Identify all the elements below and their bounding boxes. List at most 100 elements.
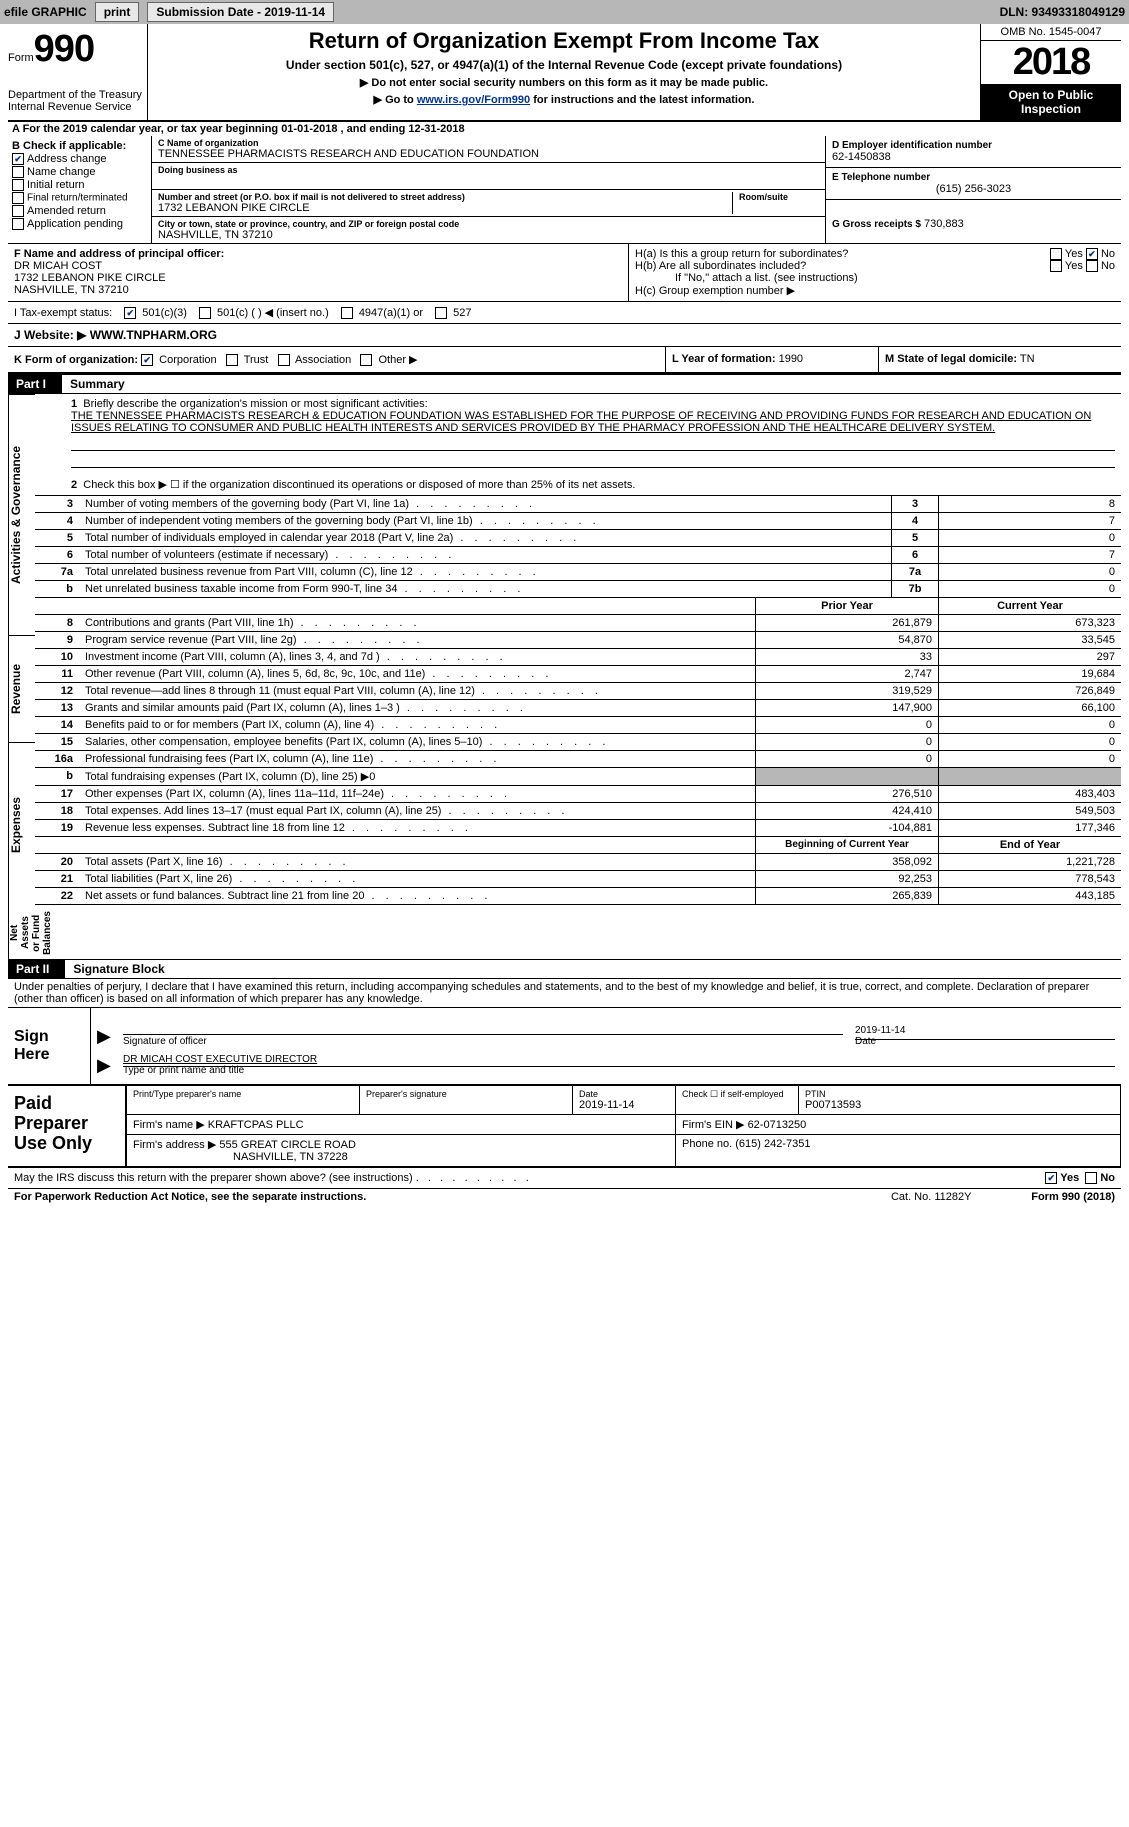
mission-text: THE TENNESSEE PHARMACISTS RESEARCH & EDU… xyxy=(71,410,1091,434)
org-name-label: C Name of organization xyxy=(158,138,819,148)
discuss-no-checkbox[interactable] xyxy=(1085,1172,1097,1184)
table-row: 4Number of independent voting members of… xyxy=(35,513,1121,530)
sign-arrow-icon: ▶ xyxy=(97,1055,111,1076)
part1-header: Part I Summary xyxy=(8,374,1121,394)
table-row: 6Total number of volunteers (estimate if… xyxy=(35,547,1121,564)
pending-checkbox[interactable] xyxy=(12,218,24,230)
sign-arrow-icon: ▶ xyxy=(97,1026,111,1047)
submission-date: Submission Date - 2019-11-14 xyxy=(147,2,334,22)
side-revenue: Revenue xyxy=(8,635,35,742)
rev-table: Prior Year Current Year 8Contributions a… xyxy=(35,598,1121,700)
begin-year-head: Beginning of Current Year xyxy=(756,837,939,854)
city-label: City or town, state or province, country… xyxy=(158,219,819,229)
website-value: WWW.TNPHARM.ORG xyxy=(90,328,217,342)
table-row: 21Total liabilities (Part X, line 26)92,… xyxy=(35,871,1121,888)
4947-checkbox[interactable] xyxy=(341,307,353,319)
nab-table: Beginning of Current Year End of Year 20… xyxy=(35,837,1121,905)
table-row: 5Total number of individuals employed in… xyxy=(35,530,1121,547)
table-row: bTotal fundraising expenses (Part IX, co… xyxy=(35,768,1121,786)
sig-date-field: 2019-11-14 Date xyxy=(855,1039,1115,1047)
end-year-head: End of Year xyxy=(939,837,1122,854)
ha-no-checkbox[interactable] xyxy=(1086,248,1098,260)
dln-label: DLN: 93493318049129 xyxy=(1000,5,1125,19)
527-checkbox[interactable] xyxy=(435,307,447,319)
j-label: J Website: ▶ xyxy=(14,328,86,342)
table-row: 19Revenue less expenses. Subtract line 1… xyxy=(35,820,1121,837)
prior-year-head: Prior Year xyxy=(756,598,939,615)
org-name: TENNESSEE PHARMACISTS RESEARCH AND EDUCA… xyxy=(158,148,819,160)
fh-row: F Name and address of principal officer:… xyxy=(8,244,1121,302)
exp-table: 13Grants and similar amounts paid (Part … xyxy=(35,700,1121,837)
tax-exempt-row: I Tax-exempt status: 501(c)(3) 501(c) ( … xyxy=(8,302,1121,324)
officer-label: F Name and address of principal officer: xyxy=(14,248,622,260)
ssn-note: ▶ Do not enter social security numbers o… xyxy=(152,76,976,89)
part1-label: Part I xyxy=(8,375,62,393)
table-row: 9Program service revenue (Part VIII, lin… xyxy=(35,632,1121,649)
hb-label: H(b) Are all subordinates included? xyxy=(635,260,1050,272)
assoc-checkbox[interactable] xyxy=(278,354,290,366)
amended-checkbox[interactable] xyxy=(12,205,24,217)
i-label: I Tax-exempt status: xyxy=(14,307,112,319)
dept-treasury: Department of the Treasury xyxy=(8,89,143,101)
part2-label: Part II xyxy=(8,960,65,978)
table-row: 14Benefits paid to or for members (Part … xyxy=(35,717,1121,734)
form-prefix: Form xyxy=(8,52,34,64)
table-row: bNet unrelated business taxable income f… xyxy=(35,581,1121,598)
form-footer: Form 990 (2018) xyxy=(1031,1191,1115,1203)
hb-note: If "No," attach a list. (see instruction… xyxy=(635,272,1115,284)
corp-checkbox[interactable] xyxy=(141,354,153,366)
part2-header: Part II Signature Block xyxy=(8,959,1121,979)
irs-link[interactable]: www.irs.gov/Form990 xyxy=(417,94,530,106)
table-row: 15Salaries, other compensation, employee… xyxy=(35,734,1121,751)
ha-yes-checkbox[interactable] xyxy=(1050,248,1062,260)
room-label: Room/suite xyxy=(739,192,819,202)
discuss-row: May the IRS discuss this return with the… xyxy=(8,1168,1121,1189)
addr-change-checkbox[interactable] xyxy=(12,153,24,165)
paid-preparer-block: Paid Preparer Use Only Print/Type prepar… xyxy=(8,1084,1121,1168)
current-year-head: Current Year xyxy=(939,598,1122,615)
gross-value: 730,883 xyxy=(924,218,964,230)
table-row: 3Number of voting members of the governi… xyxy=(35,496,1121,513)
table-row: 20Total assets (Part X, line 16)358,0921… xyxy=(35,854,1121,871)
sig-officer-field[interactable]: Signature of officer xyxy=(123,1034,843,1047)
trust-checkbox[interactable] xyxy=(226,354,238,366)
501c3-checkbox[interactable] xyxy=(124,307,136,319)
hb-yes-checkbox[interactable] xyxy=(1050,260,1062,272)
print-button[interactable]: print xyxy=(95,2,140,22)
table-row: 16aProfessional fundraising fees (Part I… xyxy=(35,751,1121,768)
initial-return-checkbox[interactable] xyxy=(12,179,24,191)
firm-phone: (615) 242-7351 xyxy=(735,1138,810,1150)
final-return-checkbox[interactable] xyxy=(12,192,24,204)
name-change-checkbox[interactable] xyxy=(12,166,24,178)
other-checkbox[interactable] xyxy=(360,354,372,366)
q1-label: Briefly describe the organization's miss… xyxy=(83,398,427,410)
entity-block: B Check if applicable: Address change Na… xyxy=(8,136,1121,244)
goto-note: ▶ Go to www.irs.gov/Form990 for instruct… xyxy=(152,93,976,106)
state-domicile: TN xyxy=(1020,353,1035,365)
discuss-yes-checkbox[interactable] xyxy=(1045,1172,1057,1184)
ptin-value: P00713593 xyxy=(805,1099,861,1111)
gov-table: 3Number of voting members of the governi… xyxy=(35,496,1121,598)
hb-no-checkbox[interactable] xyxy=(1086,260,1098,272)
q2-label: Check this box ▶ ☐ if the organization d… xyxy=(83,479,635,491)
table-row: 18Total expenses. Add lines 13–17 (must … xyxy=(35,803,1121,820)
side-activities: Activities & Governance xyxy=(8,394,35,635)
tax-year-line: A For the 2019 calendar year, or tax yea… xyxy=(8,122,1121,136)
officer-name: DR MICAH COST xyxy=(14,260,622,272)
ha-label: H(a) Is this a group return for subordin… xyxy=(635,248,1050,260)
part1-title: Summary xyxy=(62,377,125,391)
form-subtitle: Under section 501(c), 527, or 4947(a)(1)… xyxy=(152,58,976,72)
efile-top-bar: efile GRAPHIC print Submission Date - 20… xyxy=(0,0,1129,24)
street-label: Number and street (or P.O. box if mail i… xyxy=(158,192,726,202)
part1-body: Activities & Governance Revenue Expenses… xyxy=(8,394,1121,959)
officer-city: NASHVILLE, TN 37210 xyxy=(14,284,622,296)
sign-block: Sign Here ▶ Signature of officer 2019-11… xyxy=(8,1007,1121,1084)
firm-addr1: 555 GREAT CIRCLE ROAD xyxy=(219,1139,356,1151)
table-row: 12Total revenue—add lines 8 through 11 (… xyxy=(35,683,1121,700)
table-row: 10Investment income (Part VIII, column (… xyxy=(35,649,1121,666)
k-label: K Form of organization: xyxy=(14,354,138,366)
501c-checkbox[interactable] xyxy=(199,307,211,319)
box-b-label: B Check if applicable: xyxy=(12,140,147,152)
tax-year: 2018 xyxy=(981,41,1121,84)
klm-row: K Form of organization: Corporation Trus… xyxy=(8,347,1121,374)
